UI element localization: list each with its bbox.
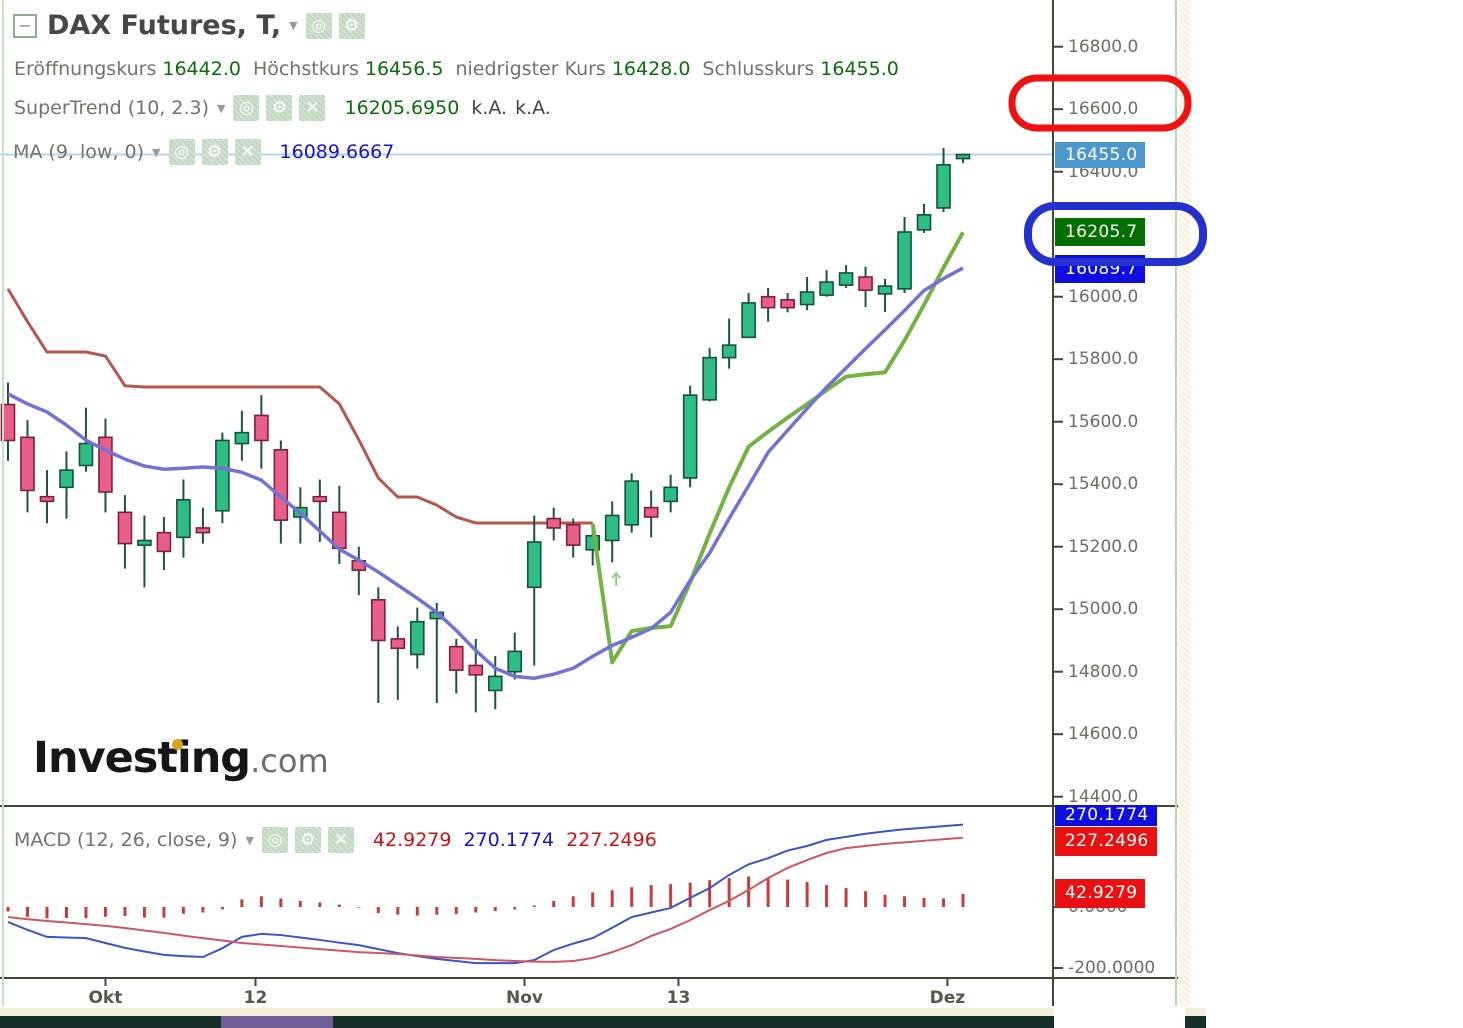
symbol-header: − DAX Futures, T, ▼ ◎ ⚙ [13,10,372,41]
high-label: Höchstkurs [252,58,359,80]
ohlc-row: Eröffnungskurs 16442.0 Höchstkurs 16456.… [14,58,899,80]
chart-left-edge [2,0,4,1006]
supertrend-price-badge: 16205.7 [1055,218,1146,247]
macd-value-badge: 270.1774 [1055,805,1157,826]
macd-signal-value: 227.2496 [566,829,657,851]
hist-value-badge: 42.9279 [1055,878,1146,908]
price-tick-label: 15800.0 [1068,349,1139,370]
signal-value-badge: 227.2496 [1055,827,1157,856]
taskbar-segment [221,1016,333,1028]
axis-right-edge [1175,0,1177,1006]
price-tick-label: 15200.0 [1068,536,1139,557]
supertrend-row: SuperTrend (10, 2.3) ▼ ◎ ⚙ ✕ 16205.6950 … [14,95,551,121]
taskbar-fragment [1185,1016,1206,1028]
low-value: 16428.0 [611,58,691,80]
time-tick-label: Nov [505,988,543,1008]
price-tick-label: 15400.0 [1068,474,1139,495]
low-label: niedrigster Kurs [455,58,606,80]
gear-icon[interactable]: ⚙ [201,139,228,165]
gear-icon[interactable]: ⚙ [338,12,365,39]
time-tick-label: 12 [243,988,268,1008]
gear-icon[interactable]: ⚙ [294,827,321,853]
open-value: 16442.0 [162,58,241,80]
gear-icon[interactable]: ⚙ [266,95,293,121]
close-icon[interactable]: ✕ [234,139,261,165]
investing-com-logo: Investing.com [33,733,329,783]
chevron-down-icon[interactable]: ▼ [245,833,254,847]
bottom-strip-fragment [1185,1008,1206,1016]
price-tick-label: 15000.0 [1068,599,1139,620]
supertrend-label[interactable]: SuperTrend (10, 2.3) [14,97,210,119]
logo-suffix-text: .com [250,742,329,780]
high-value: 16456.5 [364,58,444,80]
macd-row: MACD (12, 26, close, 9) ▼ ◎ ⚙ ✕ 42.9279 … [14,827,657,853]
collapse-icon[interactable]: − [13,13,37,38]
close-icon[interactable]: ✕ [327,827,354,853]
ma-row: MA (9, low, 0) ▼ ◎ ⚙ ✕ 16089.6667 [13,139,394,165]
visibility-icon[interactable]: ◎ [233,95,260,121]
price-tick-label: 14400.0 [1068,786,1139,807]
supertrend-value: 16205.6950 [344,97,460,119]
ma-label[interactable]: MA (9, low, 0) [13,141,145,163]
ma-value: 16089.6667 [279,141,395,163]
symbol-title[interactable]: DAX Futures, T, [47,10,282,41]
macd-label[interactable]: MACD (12, 26, close, 9) [14,829,238,851]
supertrend-na2: k.A. [515,97,551,119]
window-edge-strip [1179,0,1190,1006]
time-tick-label: 13 [666,988,691,1008]
logo-gold-dot-icon [172,739,183,750]
bottom-strip [0,1008,1054,1016]
chevron-down-icon[interactable]: ▼ [152,145,161,159]
time-tick-label: Dez [929,988,966,1008]
price-tick-label: 16000.0 [1068,286,1139,307]
price-tick-label: 14800.0 [1068,661,1139,682]
ma-price-badge: 16089.7 [1055,254,1146,283]
macd-line-value: 270.1774 [463,829,555,851]
price-tick-label: 16800.0 [1068,36,1139,57]
close-icon[interactable]: ✕ [299,95,326,121]
macd-hist-value: 42.9279 [372,829,452,851]
chevron-down-icon[interactable]: ▼ [289,19,298,32]
visibility-icon[interactable]: ◎ [305,12,332,39]
price-tick-label: 15600.0 [1068,411,1139,432]
open-label: Eröffnungskurs [14,58,157,80]
time-tick-label: Okt [88,988,123,1008]
price-tick-label: 14600.0 [1068,724,1139,745]
visibility-icon[interactable]: ◎ [168,139,195,165]
macd-tick-label: -200.0000 [1068,958,1156,978]
supertrend-na1: k.A. [471,97,508,119]
close-label: Schlusskurs [702,58,815,80]
chevron-down-icon[interactable]: ▼ [217,101,226,115]
last-price-badge: 16455.0 [1055,141,1146,168]
price-tick-label: 16600.0 [1068,99,1139,120]
logo-brand-text: Investing [33,733,251,783]
taskbar-strip [0,1016,1054,1028]
visibility-icon[interactable]: ◎ [261,827,288,853]
close-value: 16455.0 [820,58,899,80]
